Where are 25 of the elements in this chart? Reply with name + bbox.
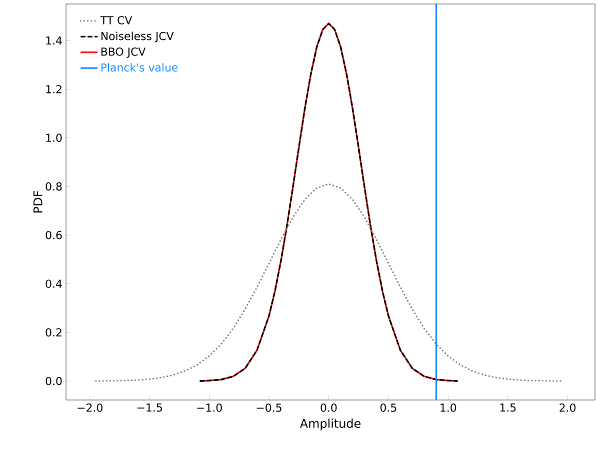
legend-label: Noiseless JCV [101, 32, 174, 42]
y-tick-label: 0.6 [46, 230, 62, 240]
y-tick-label: 0.2 [46, 328, 62, 337]
x-tick-label: −1.0 [197, 404, 222, 412]
y-tick-label: 0.0 [46, 376, 62, 386]
x-tick-label: 0.5 [380, 404, 396, 412]
x-tick-label: 1.0 [440, 404, 456, 412]
x-tick-label: 0.0 [320, 404, 337, 412]
y-tick-label: 0.4 [46, 280, 62, 288]
x-tick-label: 1.5 [500, 404, 516, 412]
legend-label: BBO JCV [101, 48, 146, 58]
x-tick-label: −2.0 [78, 404, 102, 412]
x-tick-label: −1.5 [137, 404, 162, 412]
y-tick-label: 1.4 [46, 36, 62, 44]
y-tick-label: 0.8 [46, 182, 62, 191]
y-tick-label: 1.2 [46, 85, 62, 94]
legend-label: TT CV [100, 16, 132, 24]
ref-line-label: Planck's value [101, 63, 178, 72]
line-series [95, 183, 562, 382]
x-axis-title: Amplitude [300, 418, 361, 430]
x-tick-label: −0.5 [256, 404, 282, 412]
x-tick-label: 2.0 [560, 404, 576, 412]
y-tick-label: 1.0 [46, 134, 62, 142]
y-axis-title: PDF [33, 191, 42, 212]
line-series [198, 22, 458, 382]
